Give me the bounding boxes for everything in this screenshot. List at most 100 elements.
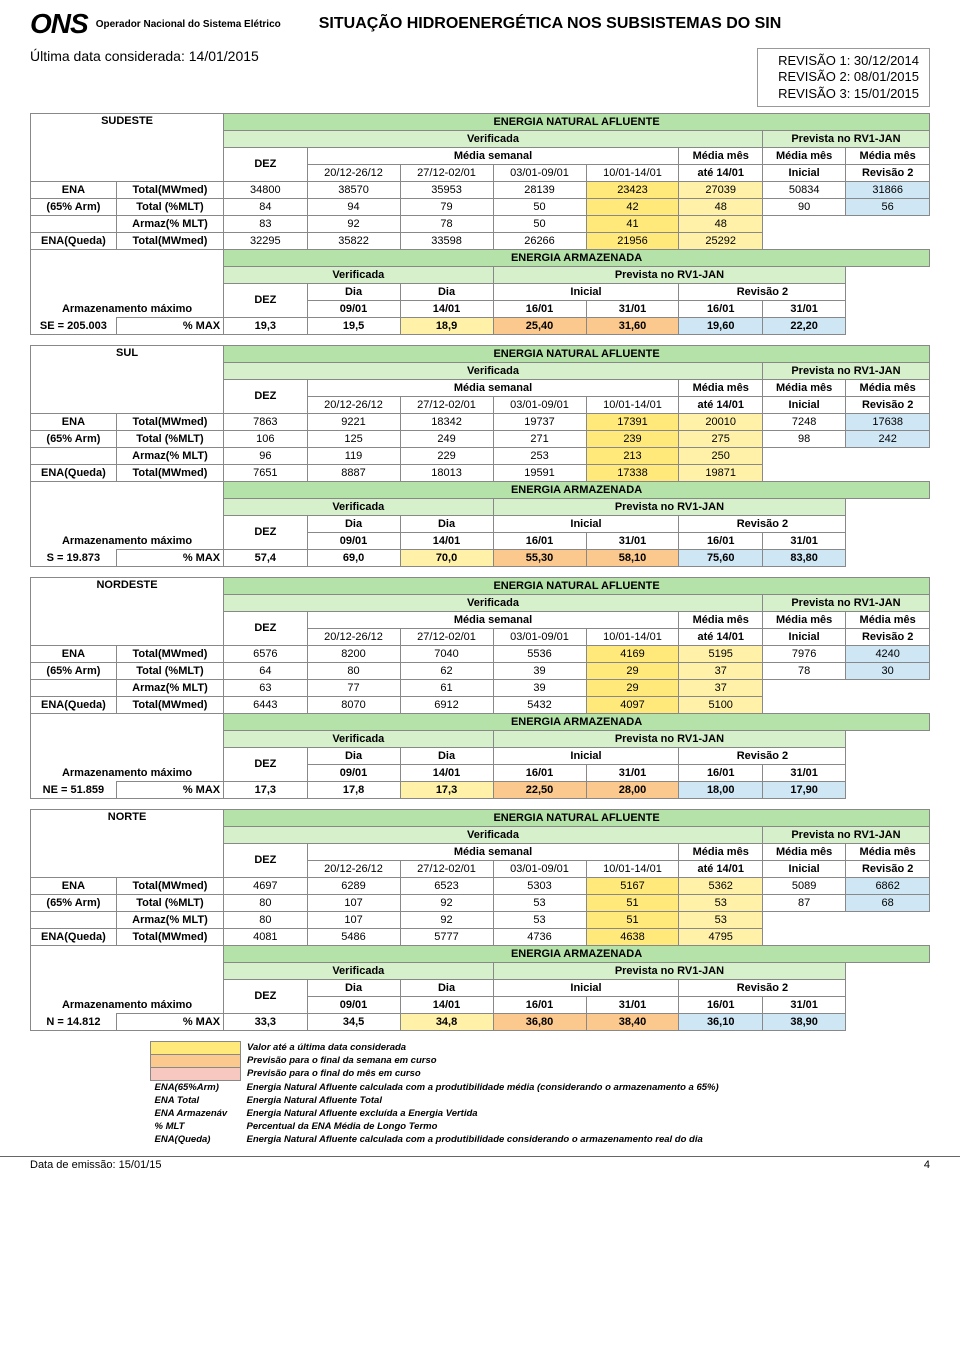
row-label-1: (65% Arm): [31, 662, 117, 679]
ea-date-1601a: 16/01: [493, 764, 586, 781]
storage-code: SE = 205.003: [31, 317, 117, 334]
data-cell: 4638: [586, 928, 679, 945]
dez-header: DEZ: [224, 147, 307, 181]
data-cell: 61: [400, 679, 493, 696]
cell-empty: [846, 928, 930, 945]
cell-empty: [762, 464, 845, 481]
row-label-1: [31, 215, 117, 232]
ea-value: 18,00: [679, 781, 762, 798]
data-cell: 39: [493, 662, 586, 679]
data-cell: 28139: [493, 181, 586, 198]
week-4: 10/01-14/01: [586, 860, 679, 877]
data-cell: 37: [679, 662, 762, 679]
ea-verificada: Verificada: [224, 962, 493, 979]
ea-date-1401: 14/01: [400, 532, 493, 549]
prevista-header: Prevista no RV1-JAN: [762, 362, 929, 379]
data-cell: 23423: [586, 181, 679, 198]
page-number: 4: [924, 1159, 930, 1171]
data-cell: 7651: [224, 464, 307, 481]
data-cell: 35822: [307, 232, 400, 249]
legend-desc-mlt: Percentual da ENA Média de Longo Termo: [241, 1120, 723, 1133]
ea-date-1601a: 16/01: [493, 996, 586, 1013]
ea-date-3101a: 31/01: [586, 764, 679, 781]
data-cell: 94: [307, 198, 400, 215]
data-cell: 6862: [846, 877, 930, 894]
data-cell: 7040: [400, 645, 493, 662]
ea-date-1601b: 16/01: [679, 300, 762, 317]
data-cell: 5486: [307, 928, 400, 945]
ea-date-1601b: 16/01: [679, 996, 762, 1013]
ea-date-0901: 09/01: [307, 764, 400, 781]
ea-value: 36,10: [679, 1013, 762, 1030]
ea-value: 38,90: [762, 1013, 845, 1030]
ea-dia-1: Dia: [307, 979, 400, 996]
ea-revisao2: Revisão 2: [679, 979, 846, 996]
data-cell: 32295: [224, 232, 307, 249]
storage-label-block: [31, 945, 224, 996]
ea-date-3101a: 31/01: [586, 532, 679, 549]
data-cell: 5167: [586, 877, 679, 894]
legend-swatch-yellow: [151, 1041, 241, 1054]
data-cell: 53: [493, 894, 586, 911]
legend-text-1: Valor até a última data considerada: [241, 1041, 723, 1054]
media-mes-header-3: Média mês: [846, 611, 930, 628]
data-cell: 7248: [762, 413, 845, 430]
ea-date-3101a: 31/01: [586, 996, 679, 1013]
storage-max-label: Armazenamento máximo: [31, 996, 224, 1013]
cell-empty: [762, 911, 845, 928]
ea-revisao2: Revisão 2: [679, 283, 846, 300]
ea-date-1601b: 16/01: [679, 764, 762, 781]
week-3: 03/01-09/01: [493, 628, 586, 645]
storage-code: NE = 51.859: [31, 781, 117, 798]
cell-empty: [762, 679, 845, 696]
row-label-2: Armaz(% MLT): [116, 679, 223, 696]
data-cell: 8887: [307, 464, 400, 481]
row-label-1: ENA: [31, 413, 117, 430]
pmax-label: % MAX: [116, 549, 223, 566]
row-label-2: Total(MWmed): [116, 232, 223, 249]
rev2-header: Revisão 2: [846, 860, 930, 877]
ena-section-title: ENERGIA NATURAL AFLUENTE: [224, 345, 930, 362]
data-cell: 250: [679, 447, 762, 464]
storage-max-label: Armazenamento máximo: [31, 532, 224, 549]
data-cell: 80: [224, 894, 307, 911]
storage-label-block: [31, 249, 224, 300]
data-cell: 125: [307, 430, 400, 447]
ea-value: 22,50: [493, 781, 586, 798]
data-cell: 87: [762, 894, 845, 911]
ea-value: 17,3: [224, 781, 307, 798]
ena-data-row: ENA(Queda)Total(MWmed)322953582233598262…: [31, 232, 930, 249]
data-cell: 253: [493, 447, 586, 464]
ea-date-1601b: 16/01: [679, 532, 762, 549]
data-cell: 92: [307, 215, 400, 232]
data-cell: 119: [307, 447, 400, 464]
ea-dia-1: Dia: [307, 747, 400, 764]
data-cell: 6523: [400, 877, 493, 894]
data-cell: 19737: [493, 413, 586, 430]
week-1: 20/12-26/12: [307, 164, 400, 181]
data-cell: 51: [586, 894, 679, 911]
ea-date-1601a: 16/01: [493, 532, 586, 549]
ea-dia-2: Dia: [400, 979, 493, 996]
data-cell: 229: [400, 447, 493, 464]
ea-value: 83,80: [762, 549, 845, 566]
data-cell: 17391: [586, 413, 679, 430]
region-table-norte: NORTE ENERGIA NATURAL AFLUENTE Verificad…: [30, 809, 930, 1031]
data-cell: 5089: [762, 877, 845, 894]
ea-value: 57,4: [224, 549, 307, 566]
data-cell: 83: [224, 215, 307, 232]
page-title: SITUAÇÃO HIDROENERGÉTICA NOS SUBSISTEMAS…: [319, 15, 782, 33]
cell-empty: [762, 696, 845, 713]
ea-section-title: ENERGIA ARMAZENADA: [224, 713, 930, 730]
legend-key-enaarm: ENA Armazenáv: [151, 1107, 241, 1120]
legend-swatch-orange: [151, 1054, 241, 1067]
week-2: 27/12-02/01: [400, 164, 493, 181]
cell-empty: [846, 696, 930, 713]
pmax-label: % MAX: [116, 317, 223, 334]
ea-dez: DEZ: [224, 283, 307, 317]
data-cell: 4736: [493, 928, 586, 945]
media-mes-header-2: Média mês: [762, 147, 845, 164]
data-cell: 68: [846, 894, 930, 911]
prevista-header: Prevista no RV1-JAN: [762, 594, 929, 611]
data-cell: 5777: [400, 928, 493, 945]
